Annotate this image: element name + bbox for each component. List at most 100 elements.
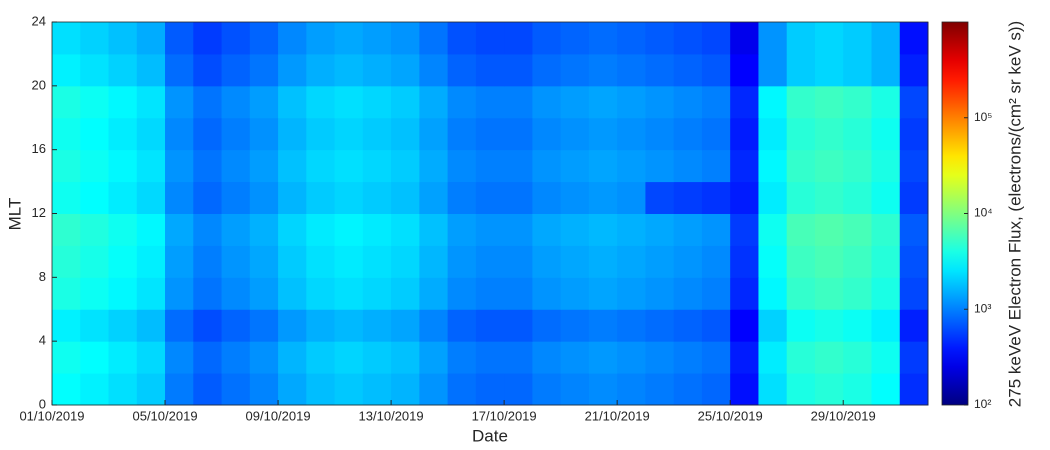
heatmap-cell [306, 373, 336, 406]
heatmap-cell [165, 341, 194, 374]
heatmap-cell [306, 117, 336, 151]
heatmap-cell [504, 213, 533, 246]
heatmap-cell [673, 85, 703, 119]
heatmap-cell [447, 117, 477, 151]
heatmap-cell [419, 117, 449, 151]
heatmap-cell [391, 213, 420, 246]
heatmap-cell [645, 149, 675, 183]
heatmap-cell [447, 373, 477, 406]
heatmap-cell [673, 341, 703, 374]
heatmap-cell [843, 117, 872, 151]
y-tick-label: 16 [32, 141, 46, 156]
heatmap-cell [617, 373, 646, 406]
heatmap-cell [221, 53, 251, 87]
heatmap-cell [249, 213, 279, 246]
heatmap-cell [588, 85, 618, 119]
heatmap-cell [899, 309, 929, 342]
heatmap-cell [475, 277, 505, 310]
heatmap-cell [249, 181, 279, 214]
heatmap-cell [730, 149, 759, 183]
heatmap-cell [221, 213, 251, 246]
heatmap-cell [560, 245, 590, 278]
heatmap-cell [306, 53, 336, 87]
heatmap-cell [278, 149, 307, 183]
heatmap-cell [221, 277, 251, 310]
heatmap-cell [786, 53, 816, 87]
heatmap-cell [278, 309, 307, 342]
heatmap-cell [504, 309, 533, 342]
heatmap-cell [419, 373, 449, 406]
heatmap-cell [814, 213, 844, 246]
heatmap-cell [532, 245, 562, 278]
heatmap-cell [588, 213, 618, 246]
heatmap-cell [701, 181, 731, 214]
heatmap-cell [193, 245, 223, 278]
heatmap-cell [645, 22, 675, 55]
heatmap-cell [786, 309, 816, 342]
heatmap-cell [871, 22, 901, 55]
heatmap-cell [617, 149, 646, 183]
heatmap-cell [843, 309, 872, 342]
heatmap-cell [673, 245, 703, 278]
heatmap-cell [899, 181, 929, 214]
x-tick-label: 01/10/2019 [19, 408, 84, 423]
heatmap-cell [249, 149, 279, 183]
heatmap-cell [814, 149, 844, 183]
heatmap-cell [80, 22, 110, 55]
heatmap-cell [447, 245, 477, 278]
heatmap-cell [278, 373, 307, 406]
heatmap-cell [730, 181, 759, 214]
heatmap-cell [532, 117, 562, 151]
heatmap-cell [419, 341, 449, 374]
heatmap-cell [334, 309, 364, 342]
heatmap-cell [617, 341, 646, 374]
heatmap-cell [362, 53, 392, 87]
x-tick-label: 09/10/2019 [246, 408, 311, 423]
x-tick-label: 13/10/2019 [359, 408, 424, 423]
heatmap-cell [419, 181, 449, 214]
heatmap-cell [560, 277, 590, 310]
heatmap-cell [730, 53, 759, 87]
heatmap-cell [617, 53, 646, 87]
heatmap-cell [899, 149, 929, 183]
heatmap-cell [475, 53, 505, 87]
heatmap-cell [588, 181, 618, 214]
heatmap-cell [504, 341, 533, 374]
heatmap-cell [560, 53, 590, 87]
heatmap-cell [617, 117, 646, 151]
heatmap-cell [165, 373, 194, 406]
heatmap-cell [645, 245, 675, 278]
heatmap-cell [730, 341, 759, 374]
heatmap-cell [730, 117, 759, 151]
heatmap-cell [136, 245, 166, 278]
heatmap-cell [278, 85, 307, 119]
heatmap-cell [645, 213, 675, 246]
heatmap-cell [249, 373, 279, 406]
heatmap-cell [814, 85, 844, 119]
heatmap-cell [108, 373, 138, 406]
heatmap-cell [193, 309, 223, 342]
heatmap-cell [447, 149, 477, 183]
heatmap-cell [814, 117, 844, 151]
heatmap-cell [758, 373, 788, 406]
colorbar-tick-label: 10³ [974, 301, 991, 315]
heatmap-cell [701, 85, 731, 119]
heatmap-cell [475, 373, 505, 406]
heatmap-cell [532, 181, 562, 214]
heatmap-cell [249, 341, 279, 374]
y-tick-label: 4 [39, 333, 46, 348]
heatmap-cell [701, 53, 731, 87]
heatmap-cell [843, 341, 872, 374]
heatmap-cell [588, 309, 618, 342]
heatmap-cell [391, 341, 420, 374]
heatmap-cell [419, 213, 449, 246]
heatmap-cell [673, 22, 703, 55]
heatmap-cell [899, 245, 929, 278]
heatmap-cell [617, 245, 646, 278]
heatmap-cell [278, 53, 307, 87]
heatmap-cell [560, 373, 590, 406]
heatmap-cell [758, 117, 788, 151]
heatmap-cell [193, 277, 223, 310]
x-tick-label: 05/10/2019 [132, 408, 197, 423]
heatmap-cell [899, 341, 929, 374]
